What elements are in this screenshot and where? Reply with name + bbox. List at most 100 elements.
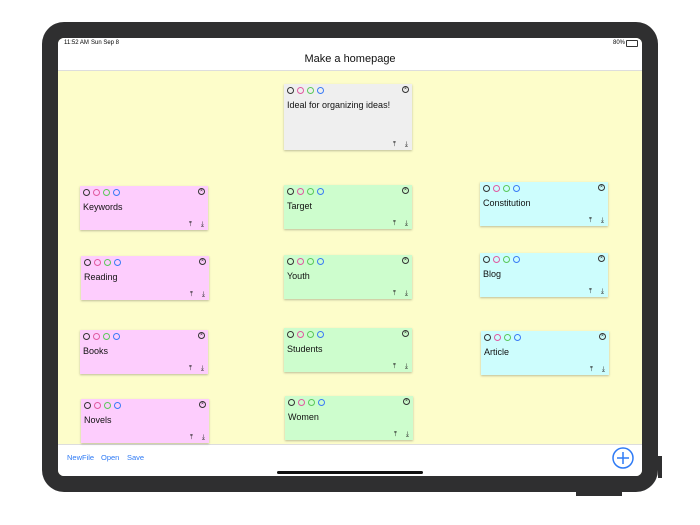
send-back-icon[interactable]: ⤓ (200, 221, 204, 228)
close-button[interactable]: × (599, 333, 606, 340)
note-text[interactable]: Keywords (83, 202, 123, 212)
close-button[interactable]: × (198, 332, 205, 339)
sticky-note[interactable]: × Women ⤒ ⤓ (285, 396, 413, 440)
color-dot[interactable] (103, 333, 110, 340)
color-dot[interactable] (84, 402, 91, 409)
note-text[interactable]: Reading (84, 272, 118, 282)
sticky-note[interactable]: × Article ⤒ ⤓ (481, 331, 609, 375)
color-dot[interactable] (287, 188, 294, 195)
color-dot[interactable] (514, 334, 521, 341)
note-text[interactable]: Novels (84, 415, 112, 425)
bring-front-icon[interactable]: ⤒ (189, 434, 193, 441)
note-text[interactable]: Books (83, 346, 109, 356)
color-dot[interactable] (104, 259, 111, 266)
sticky-note[interactable]: × Students ⤒ ⤓ (284, 328, 412, 372)
color-dot[interactable] (307, 87, 314, 94)
send-back-icon[interactable]: ⤓ (601, 366, 605, 373)
send-back-icon[interactable]: ⤓ (201, 291, 205, 298)
close-button[interactable]: × (403, 398, 410, 405)
color-dot[interactable] (503, 185, 510, 192)
color-dot[interactable] (114, 402, 121, 409)
color-dot[interactable] (317, 258, 324, 265)
color-dot[interactable] (103, 189, 110, 196)
sticky-note[interactable]: × Novels ⤒ ⤓ (81, 399, 209, 443)
color-dot[interactable] (104, 402, 111, 409)
sticky-note[interactable]: × Target ⤒ ⤓ (284, 185, 412, 229)
color-dot[interactable] (513, 185, 520, 192)
note-text[interactable]: Target (287, 201, 313, 211)
sticky-note[interactable]: × Keywords ⤒ ⤓ (80, 186, 208, 230)
color-dot[interactable] (483, 256, 490, 263)
bring-front-icon[interactable]: ⤒ (393, 431, 397, 438)
sticky-note[interactable]: × Ideal for organizing ideas! ⤒ ⤓ (284, 84, 412, 150)
color-dot[interactable] (317, 331, 324, 338)
send-back-icon[interactable]: ⤓ (404, 290, 408, 297)
color-dot[interactable] (307, 188, 314, 195)
color-dot[interactable] (114, 259, 121, 266)
color-dot[interactable] (513, 256, 520, 263)
color-dot[interactable] (93, 333, 100, 340)
bring-front-icon[interactable]: ⤒ (588, 217, 592, 224)
color-dot[interactable] (503, 256, 510, 263)
color-dot[interactable] (307, 331, 314, 338)
close-button[interactable]: × (598, 255, 605, 262)
send-back-icon[interactable]: ⤓ (404, 363, 408, 370)
bring-front-icon[interactable]: ⤒ (392, 220, 396, 227)
sticky-note[interactable]: × Books ⤒ ⤓ (80, 330, 208, 374)
color-dot[interactable] (317, 87, 324, 94)
color-dot[interactable] (308, 399, 315, 406)
close-button[interactable]: × (402, 257, 409, 264)
color-dot[interactable] (83, 189, 90, 196)
color-dot[interactable] (94, 402, 101, 409)
close-button[interactable]: × (199, 401, 206, 408)
bring-front-icon[interactable]: ⤒ (189, 291, 193, 298)
color-dot[interactable] (297, 331, 304, 338)
add-button[interactable] (612, 446, 636, 470)
send-back-icon[interactable]: ⤓ (600, 288, 604, 295)
note-text[interactable]: Constitution (483, 198, 531, 208)
close-button[interactable]: × (402, 86, 409, 93)
toolbar-button[interactable]: Save (127, 453, 145, 462)
color-dot[interactable] (113, 333, 120, 340)
send-back-icon[interactable]: ⤓ (405, 431, 409, 438)
color-dot[interactable] (287, 258, 294, 265)
color-dot[interactable] (93, 189, 100, 196)
note-text[interactable]: Women (288, 412, 319, 422)
bring-front-icon[interactable]: ⤒ (392, 141, 396, 148)
bring-front-icon[interactable]: ⤒ (188, 221, 192, 228)
close-button[interactable]: × (198, 188, 205, 195)
color-dot[interactable] (288, 399, 295, 406)
close-button[interactable]: × (402, 187, 409, 194)
color-dot[interactable] (318, 399, 325, 406)
bring-front-icon[interactable]: ⤒ (392, 290, 396, 297)
toolbar-button[interactable]: Open (101, 453, 120, 462)
note-text[interactable]: Article (484, 347, 510, 357)
color-dot[interactable] (84, 259, 91, 266)
color-dot[interactable] (113, 189, 120, 196)
color-dot[interactable] (298, 399, 305, 406)
color-dot[interactable] (484, 334, 491, 341)
sticky-note[interactable]: × Reading ⤒ ⤓ (81, 256, 209, 300)
color-dot[interactable] (493, 256, 500, 263)
toolbar-button[interactable]: NewFile (67, 453, 95, 462)
color-dot[interactable] (504, 334, 511, 341)
note-text[interactable]: Youth (287, 271, 310, 281)
color-dot[interactable] (317, 188, 324, 195)
color-dot[interactable] (94, 259, 101, 266)
send-back-icon[interactable]: ⤓ (200, 365, 204, 372)
color-dot[interactable] (297, 258, 304, 265)
send-back-icon[interactable]: ⤓ (404, 220, 408, 227)
sticky-note[interactable]: × Youth ⤒ ⤓ (284, 255, 412, 299)
note-text[interactable]: Students (287, 344, 323, 354)
bring-front-icon[interactable]: ⤒ (588, 288, 592, 295)
sticky-note[interactable]: × Constitution ⤒ ⤓ (480, 182, 608, 226)
send-back-icon[interactable]: ⤓ (404, 141, 408, 148)
color-dot[interactable] (287, 87, 294, 94)
close-button[interactable]: × (598, 184, 605, 191)
send-back-icon[interactable]: ⤓ (201, 434, 205, 441)
sticky-note[interactable]: × Blog ⤒ ⤓ (480, 253, 608, 297)
close-button[interactable]: × (199, 258, 206, 265)
color-dot[interactable] (297, 87, 304, 94)
color-dot[interactable] (287, 331, 294, 338)
note-text[interactable]: Blog (483, 269, 502, 279)
